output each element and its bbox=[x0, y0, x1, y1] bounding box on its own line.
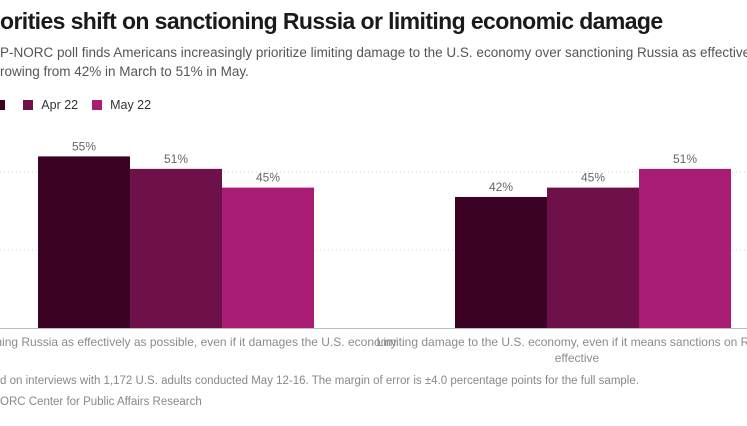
legend-swatch-apr-22 bbox=[23, 99, 34, 110]
legend-swatch-may-22 bbox=[91, 99, 102, 110]
legend-label-apr-22: Apr 22 bbox=[41, 97, 79, 112]
bar-cat2-series1 bbox=[455, 196, 547, 328]
data-label-cat2-series3: 51% bbox=[673, 152, 697, 166]
data-label-cat2-series1: 42% bbox=[489, 180, 513, 194]
footer-source: ORC Center for Public Affairs Research bbox=[0, 396, 202, 408]
subtitle-line-1: P-NORC poll finds Americans increasingly… bbox=[0, 45, 747, 60]
data-label-cat2-series2: 45% bbox=[581, 171, 605, 185]
subtitle-line-2: rowing from 42% in March to 51% in May. bbox=[0, 64, 249, 79]
bar-cat2-series3 bbox=[639, 168, 731, 328]
bar-cat1-series1 bbox=[38, 156, 130, 328]
legend-item-apr-22: Apr 22 bbox=[23, 98, 78, 112]
category-label-2-line-2: effective bbox=[555, 351, 600, 365]
chart-subtitle: P-NORC poll finds Americans increasingly… bbox=[0, 43, 747, 81]
legend-swatch-series-1 bbox=[0, 99, 5, 110]
data-label-cat1-series1: 55% bbox=[72, 139, 96, 153]
chart-title: orities shift on sanctioning Russia or l… bbox=[0, 8, 663, 34]
bar-cat1-series3 bbox=[222, 187, 314, 328]
footer-note: d on interviews with 1,172 U.S. adults c… bbox=[0, 375, 639, 387]
chart-legend: Apr 22 May 22 bbox=[0, 97, 161, 113]
data-label-cat1-series2: 51% bbox=[164, 152, 188, 166]
data-label-cat1-series3: 45% bbox=[256, 171, 280, 185]
bar-cat1-series2 bbox=[130, 168, 222, 328]
category-label-2-line-1: Limiting damage to the U.S. economy, eve… bbox=[377, 335, 747, 349]
bar-cat2-series2 bbox=[547, 187, 639, 328]
legend-item-may-22: May 22 bbox=[91, 97, 152, 112]
legend-item-series-1 bbox=[0, 98, 10, 112]
category-label-1-line-1: anctioning Russia as effectively as poss… bbox=[0, 335, 397, 349]
legend-label-may-22: May 22 bbox=[110, 97, 152, 112]
